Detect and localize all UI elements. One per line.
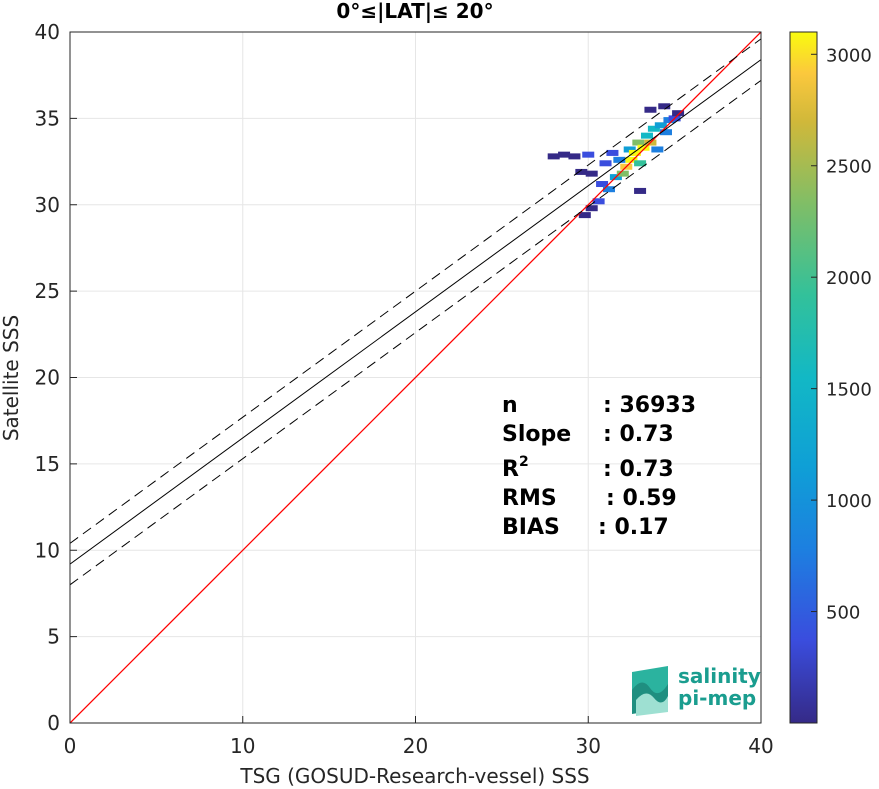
density-cell-8 [596,181,609,188]
x-tick-label-4: 40 [748,734,773,758]
stat-r2-sup: 2 [519,454,529,470]
chart-title: 0°≤|LAT|≤ 20° [336,0,493,23]
cb-tick-label-0: 500 [826,603,860,624]
y-tick-label-3: 15 [35,452,60,476]
stat-bias-label: BIAS [502,515,560,540]
x-tick-label-1: 10 [230,734,255,758]
stats-box: n : 36933 Slope : 0.73 R2 : 0.73 RMS : 0… [502,393,696,540]
density-cell-34 [578,212,591,219]
y-axis-label: Satellite SSS [0,315,23,441]
colorbar-gradient [789,31,818,724]
waves-icon [632,666,668,716]
x-tick-label-2: 20 [403,734,428,758]
logo-line1: salinity [678,664,761,688]
stat-r2-label: R2 [502,454,529,482]
stat-bias-value: : 0.17 [598,515,669,540]
stat-n-label: n [502,393,518,418]
y-tick-label-2: 10 [35,538,60,562]
regression-lines [70,32,761,723]
density-cell-14 [616,170,629,177]
density-cell-4 [582,151,595,158]
line-black-solid-1 [70,59,761,565]
stat-rms-value: : 0.59 [606,486,677,511]
density-cell-30 [672,110,685,117]
density-cell-21 [637,144,650,151]
y-tick-label-6: 30 [35,193,60,217]
density-cell-27 [659,129,672,136]
density-cell-22 [640,132,653,139]
density-cell-20 [634,160,647,167]
cb-tick-label-5: 3000 [826,45,872,66]
line-red-solid-0 [70,32,761,723]
y-tick-label-1: 5 [47,625,60,649]
density-cell-9 [599,160,612,167]
cb-tick-label-1: 1000 [826,491,872,512]
x-tick-label-0: 0 [64,734,77,758]
density-cells [547,103,685,219]
density-cell-24 [647,125,660,132]
density-cell-25 [651,146,664,153]
cb-tick-label-3: 2000 [826,268,872,289]
cb-tick-label-4: 2500 [826,157,872,178]
stat-slope-label: Slope [502,422,571,447]
stat-rms-label: RMS [502,486,557,511]
density-cell-26 [654,122,667,129]
y-tick-label-4: 20 [35,366,60,390]
density-cell-13 [613,156,626,163]
y-tick-label-0: 0 [47,711,60,735]
x-axis-ticks: 0 10 20 30 40 [64,716,774,758]
x-axis-label: TSG (GOSUD-Research-vessel) SSS [239,764,589,788]
colorbar-ticks: 500 1000 1500 2000 2500 3000 [811,45,872,624]
density-cell-6 [585,205,598,212]
salinity-pimep-logo: salinity pi-mep [632,664,761,716]
y-tick-label-7: 35 [35,106,60,130]
density-cell-32 [658,103,671,110]
density-cell-2 [568,153,581,160]
density-cell-19 [632,139,645,146]
y-tick-label-8: 40 [35,20,60,44]
grid [70,32,761,723]
density-cell-18 [628,149,641,156]
line-black-dashed-2 [70,38,761,544]
colorbar: 500 1000 1500 2000 2500 3000 [789,31,872,724]
density-cell-33 [634,187,647,194]
density-cell-5 [585,170,598,177]
y-axis-ticks: 0 5 10 15 20 25 30 35 40 [35,20,77,735]
cb-tick-label-2: 1500 [826,380,872,401]
x-tick-label-3: 30 [576,734,601,758]
logo-line2: pi-mep [678,686,756,710]
density-cell-17 [625,156,638,163]
y-tick-label-5: 25 [35,279,60,303]
density-cell-16 [623,146,636,153]
density-cell-11 [606,149,619,156]
density-cell-31 [644,106,657,113]
density-cell-7 [592,198,605,205]
density-cell-3 [575,168,588,175]
density-cell-10 [602,186,615,193]
stat-r2-base: R [502,457,519,482]
stat-slope-value: : 0.73 [603,422,674,447]
stat-n-value: : 36933 [603,393,696,418]
stat-r2-value: : 0.73 [603,457,674,482]
density-cell-0 [547,153,560,160]
line-black-dashed-3 [70,79,761,586]
density-cell-1 [558,151,571,158]
